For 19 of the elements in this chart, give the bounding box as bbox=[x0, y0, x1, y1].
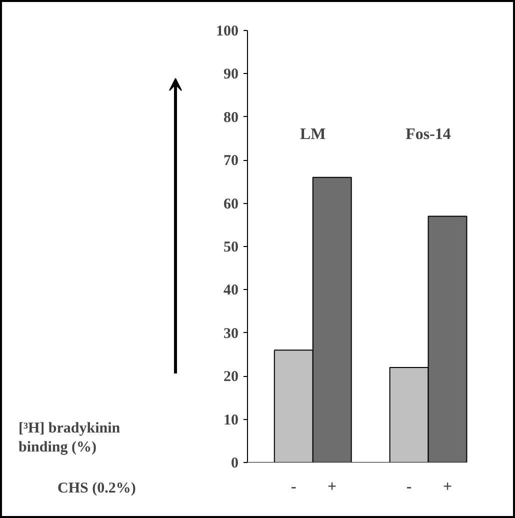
y-tick-label: 20 bbox=[224, 369, 238, 386]
x-tick-label: - bbox=[406, 478, 412, 496]
y-tick-label: 10 bbox=[224, 412, 238, 428]
y-tick-label: 40 bbox=[224, 282, 238, 299]
y-tick-label: 60 bbox=[224, 196, 238, 212]
x-tick-label: - bbox=[290, 478, 296, 496]
annotation: Fos-14 bbox=[406, 126, 451, 143]
y-tick-label: 70 bbox=[224, 153, 238, 170]
text: CHS (0.2%) bbox=[58, 480, 136, 496]
y-tick-label: 30 bbox=[224, 326, 238, 342]
x-tick-label: + bbox=[328, 478, 337, 496]
x-tick-label: + bbox=[442, 478, 452, 496]
y-tick-label: 90 bbox=[224, 66, 238, 83]
y-tick-label: 0 bbox=[231, 456, 238, 472]
y-tick-label: 50 bbox=[224, 240, 238, 256]
annotation: LM bbox=[300, 126, 326, 143]
text: [³H] bradykinin binding (%) bbox=[18, 420, 121, 456]
y-tick-label: 80 bbox=[224, 110, 238, 126]
y-tick-label: 100 bbox=[216, 24, 238, 40]
